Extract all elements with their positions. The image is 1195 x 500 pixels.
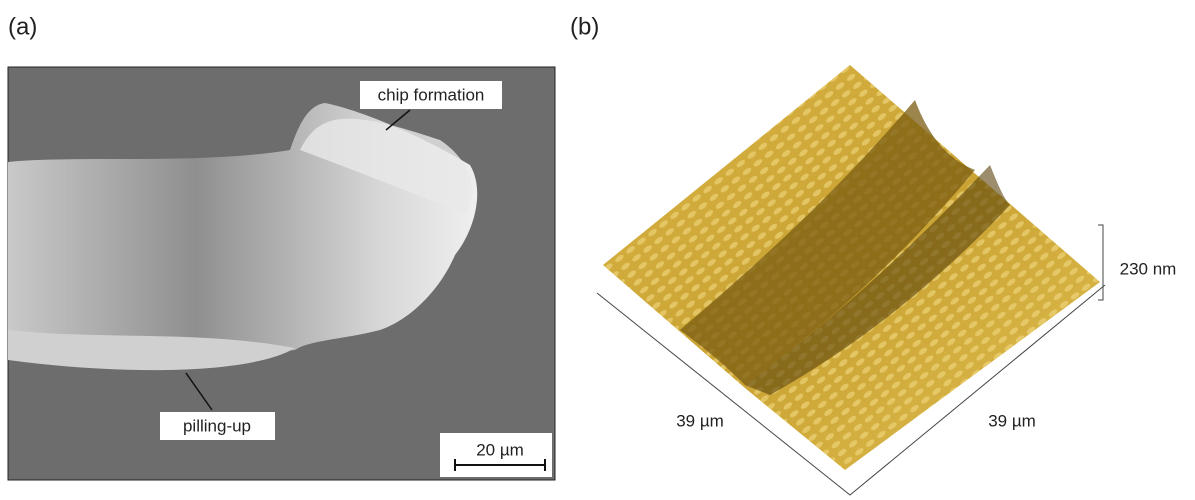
panel-label: (b) [570,13,599,40]
panel-label: (a) [8,13,37,40]
annotation: chip formation [378,85,485,104]
y-extent: 39 µm [988,411,1036,430]
scale-bar-label: 20 µm [476,440,524,459]
figure: (a) chip formation pilling-up 20 µm (b) … [0,0,1195,500]
z-extent: 230 nm [1120,259,1177,278]
annotation: pilling-up [183,416,251,435]
x-extent: 39 µm [676,411,724,430]
